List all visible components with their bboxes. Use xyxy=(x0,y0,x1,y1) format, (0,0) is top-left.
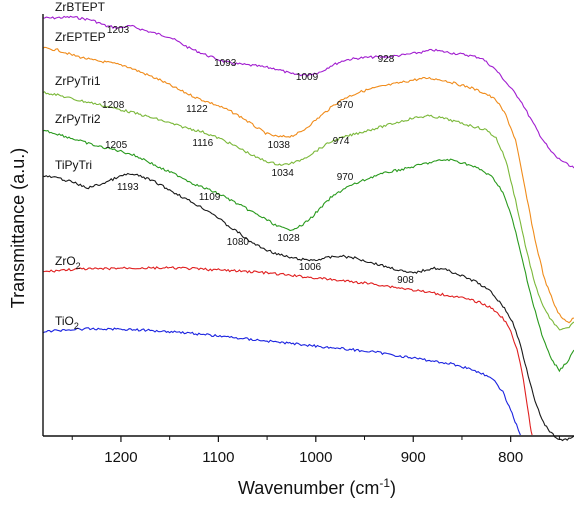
x-tick-label-1000: 1000 xyxy=(299,449,332,466)
series-label-zreptep: ZrEPTEP xyxy=(55,30,106,44)
peak-label-zrpytri2-970: 970 xyxy=(337,172,354,183)
series-label-tio2: TiO2 xyxy=(55,314,79,331)
peak-label-group: 1203 1093 1009 928 1122 1038 970 1208 1116 1034 97… xyxy=(102,25,414,286)
x-axis-title-close: ) xyxy=(390,478,396,498)
series-label-subscript: 2 xyxy=(76,261,81,271)
x-tick-label-1100: 1100 xyxy=(202,449,234,466)
series-line-zrbtept xyxy=(42,15,574,169)
x-tick-label-1200: 1200 xyxy=(104,449,137,466)
peak-label-zrpytri1-974: 974 xyxy=(333,136,350,147)
peak-label-zrbtept-1203: 1203 xyxy=(107,25,130,36)
peak-label-zrpytri1-1208: 1208 xyxy=(102,100,125,111)
peak-label-tipytri-1193: 1193 xyxy=(117,182,139,193)
peak-label-zreptep-1038: 1038 xyxy=(268,140,291,151)
series-label-base: TiO xyxy=(55,314,74,328)
series-label-tipytri: TiPyTri xyxy=(55,158,92,172)
plot-series-group xyxy=(42,15,574,442)
x-axis-title-base: Wavenumber (cm xyxy=(238,478,379,498)
peak-label-zreptep-970: 970 xyxy=(337,100,354,111)
series-line-zro2 xyxy=(42,266,533,436)
peak-label-tipytri-1006: 1006 xyxy=(299,262,322,273)
peak-label-zrbtept-1009: 1009 xyxy=(296,72,319,83)
series-label-subscript: 2 xyxy=(74,321,79,331)
series-line-zrpytri1 xyxy=(42,91,574,331)
peak-label-zrbtept-1093: 1093 xyxy=(214,58,237,69)
peak-label-zrpytri1-1034: 1034 xyxy=(272,168,295,179)
peak-label-tipytri-908: 908 xyxy=(397,275,414,286)
series-line-zreptep xyxy=(42,46,574,324)
y-axis-title: Transmittance (a.u.) xyxy=(8,148,28,308)
peak-label-zrpytri1-1116: 1116 xyxy=(192,138,213,149)
peak-label-zreptep-1122: 1122 xyxy=(186,104,208,115)
x-axis-title: Wavenumber (cm-1) xyxy=(238,476,396,498)
series-label-base: ZrO xyxy=(55,254,76,268)
series-label-zrpytri2: ZrPyTri2 xyxy=(55,112,101,126)
peak-label-zrpytri2-1028: 1028 xyxy=(277,233,300,244)
x-tick-label-800: 800 xyxy=(498,449,523,466)
x-axis-title-superscript: -1 xyxy=(379,476,390,490)
series-label-zro2: ZrO2 xyxy=(55,254,81,271)
x-tick-group: 1200 1100 1000 900 800 xyxy=(71,436,560,466)
peak-label-tipytri-1080: 1080 xyxy=(227,237,250,248)
peak-label-zrbtept-928: 928 xyxy=(378,54,395,65)
series-label-zrbtept: ZrBTEPT xyxy=(55,0,106,14)
peak-label-zrpytri2-1205: 1205 xyxy=(105,140,128,151)
x-tick-label-900: 900 xyxy=(401,449,426,466)
peak-label-zrpytri2-1109: 1109 xyxy=(199,192,221,203)
series-line-tipytri xyxy=(42,172,574,442)
series-line-zrpytri2 xyxy=(42,129,574,373)
series-line-tio2 xyxy=(42,327,521,436)
series-label-group: ZrBTEPT ZrEPTEP ZrPyTri1 ZrPyTri2 TiPyTri ZrO… xyxy=(55,0,106,331)
series-label-zrpytri1: ZrPyTri1 xyxy=(55,74,101,88)
